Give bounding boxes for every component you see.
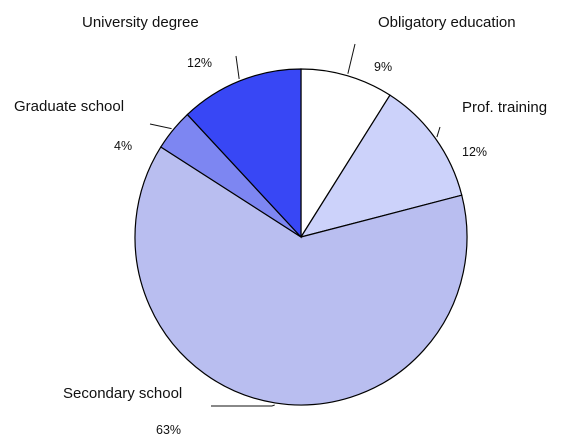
- leader-line: [272, 405, 275, 406]
- pct-obligatory-education: 9%: [374, 60, 392, 74]
- label-prof-training: Prof. training: [462, 99, 547, 116]
- label-graduate-school: Graduate school: [14, 98, 124, 115]
- label-university-degree: University degree: [82, 14, 199, 31]
- leader-line: [150, 124, 172, 129]
- leader-line: [437, 127, 440, 137]
- pie-slices: [135, 69, 467, 405]
- label-secondary-school: Secondary school: [63, 385, 182, 402]
- leader-line: [236, 56, 239, 79]
- leader-line: [348, 44, 355, 74]
- pct-prof-training: 12%: [462, 145, 487, 159]
- pct-university-degree: 12%: [187, 56, 212, 70]
- pct-graduate-school: 4%: [114, 139, 132, 153]
- label-obligatory-education: Obligatory education: [378, 14, 516, 31]
- pct-secondary-school: 63%: [156, 423, 181, 437]
